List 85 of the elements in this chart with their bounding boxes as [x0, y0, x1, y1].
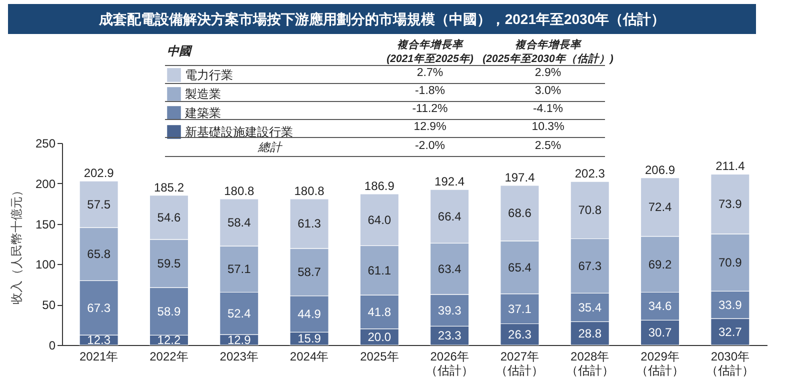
x-tick-label: 2022年	[150, 350, 188, 364]
data-label: 69.2	[648, 257, 672, 272]
text: -4.1%	[532, 103, 564, 115]
y-axis-title: 收入（人民幣十億元）	[9, 184, 24, 304]
chart-title: 成套配電設備解決方案市場按下游應用劃分的市場規模（中國），2021年至2030年（估計）	[8, 4, 756, 34]
data-label: 12.2	[157, 333, 181, 348]
data-label: 33.9	[718, 298, 742, 312]
text: 2.7%	[416, 67, 444, 79]
data-label: 67.3	[578, 258, 602, 273]
data-label: 12.3	[87, 333, 111, 348]
data-label: 20.0	[368, 330, 392, 344]
data-label: 28.8	[578, 326, 602, 340]
data-label: 37.1	[508, 302, 532, 316]
text: 複合年增長率 (2025年至2030年（估計）)	[482, 39, 614, 65]
data-label: 59.5	[157, 256, 181, 271]
legend-label: 製造業	[185, 87, 221, 101]
x-tick-label: 2024年	[290, 350, 329, 364]
data-label: 44.9	[298, 307, 322, 322]
annotation: 總計	[256, 140, 284, 155]
data-label: 35.4	[578, 300, 602, 314]
total-label: 211.4	[716, 159, 746, 174]
data-label: 39.3	[438, 303, 462, 318]
data-label: 58.4	[227, 216, 252, 230]
data-label: 23.3	[438, 328, 462, 343]
legend-title: 中國	[167, 44, 193, 58]
data-label: 52.4	[227, 306, 252, 320]
text: 複合年增長率 (2021年至2025年)	[386, 39, 474, 65]
text: -11.2%	[411, 103, 449, 115]
data-label: 68.6	[508, 206, 532, 220]
total-label: 202.9	[84, 166, 114, 180]
text: 12.9%	[412, 121, 448, 133]
x-tick-label: 2030年（估計）	[706, 350, 754, 378]
legend-label: 電力行業	[185, 68, 233, 82]
data-label: 72.4	[648, 200, 672, 214]
x-tick-label: 2025年	[360, 350, 399, 364]
data-label: 54.6	[157, 210, 181, 224]
data-label: 63.4	[438, 262, 462, 276]
total-label: 185.2	[154, 180, 184, 194]
data-label: 67.3	[87, 300, 111, 315]
data-label: 41.8	[368, 304, 392, 319]
data-label: 15.9	[298, 332, 322, 346]
total-label: 202.3	[574, 166, 606, 181]
data-label: 64.0	[368, 212, 392, 227]
data-label: 73.9	[718, 197, 742, 212]
data-label: 58.7	[298, 265, 322, 280]
data-label: 65.8	[87, 247, 111, 262]
x-tick-label: 2026年（估計）	[426, 350, 474, 378]
x-tick-label: 2028年（估計）	[566, 350, 614, 378]
data-label: 61.3	[298, 216, 322, 231]
y-tick-label: 150	[35, 217, 56, 232]
x-tick-label: 2029年（估計）	[636, 350, 684, 378]
text: 2.9%	[534, 67, 562, 79]
y-tick-label: 0	[48, 338, 56, 352]
data-label: 57.5	[87, 197, 111, 212]
x-tick-label: 2027年（估計）	[496, 350, 544, 378]
data-label: 65.4	[508, 260, 532, 274]
data-label: 26.3	[508, 327, 532, 342]
total-label: 180.8	[224, 184, 254, 198]
annotation: 2.5%	[534, 140, 562, 152]
text: 3.0%	[534, 85, 562, 97]
y-tick-label: 200	[35, 176, 56, 191]
text: 10.3%	[530, 121, 566, 133]
data-label: 32.7	[718, 324, 742, 339]
data-label: 30.7	[648, 326, 672, 340]
total-label: 197.4	[504, 170, 536, 184]
total-label: 186.9	[364, 178, 395, 193]
data-label: 66.4	[438, 209, 462, 224]
data-label: 57.1	[227, 262, 252, 276]
text: -1.8%	[414, 85, 446, 97]
data-label: 58.9	[157, 304, 181, 318]
x-tick-label: 2021年	[79, 350, 118, 364]
data-label: 70.8	[578, 203, 602, 218]
x-tick-label: 2023年	[220, 350, 258, 364]
data-label: 70.9	[718, 256, 742, 270]
total-label: 192.4	[434, 174, 465, 189]
data-label: 34.6	[648, 299, 672, 314]
total-label: 180.8	[294, 184, 325, 198]
legend-label: 建築業	[184, 106, 221, 120]
y-tick-label: 250	[35, 136, 56, 150]
data-label: 61.1	[368, 263, 392, 278]
data-label: 12.9	[227, 332, 252, 347]
y-tick-label: 100	[35, 258, 56, 272]
y-tick-label: 50	[42, 298, 56, 312]
total-label: 206.9	[645, 162, 676, 177]
annotation: -2.0%	[414, 140, 446, 152]
